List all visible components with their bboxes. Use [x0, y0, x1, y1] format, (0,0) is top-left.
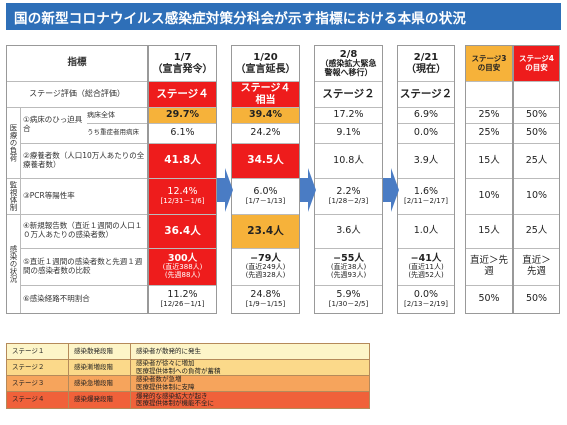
- group-infection: 感染の状況: [9, 244, 18, 283]
- unknown-route-value: 5.9% [1/30－2/5]: [328, 289, 369, 308]
- patients-value: 10.8人: [333, 154, 364, 166]
- legend-desc: 感染者が散発的に発生: [136, 346, 201, 355]
- ratio-value: −79人 (直近249人) (先週328人): [245, 252, 286, 280]
- unknown-route-value: 0.0% [2/13－2/19]: [404, 289, 448, 308]
- patients-target: 15人: [478, 154, 500, 166]
- page-title: 国の新型コロナウイルス感染症対策分科会が示す指標における本県の状況: [6, 3, 561, 30]
- legend-desc: 爆発的な感染拡大が起き 医療提供体制が機能不全に: [136, 391, 214, 407]
- legend-stage: ステージ１: [7, 344, 69, 359]
- bed-all-value: 6.9%: [413, 109, 439, 121]
- ratio-target: 直近＞先週: [522, 255, 551, 277]
- column-header: 1/7 （宣言発令）: [152, 52, 213, 75]
- legend-desc: 感染者数が急増 医療提供体制に支障: [136, 375, 195, 391]
- column-header: 2/8 （感染拡大緊急 警報へ移行）: [320, 48, 377, 78]
- column-header: 1/20 （宣言延長）: [235, 52, 296, 75]
- legend-stage: ステージ３: [7, 376, 69, 391]
- column-stage4-target: ステージ4 の目安 50% 50% 25人 10% 25人 直近＞先週 50%: [513, 45, 560, 314]
- bed-severe-target: 25%: [478, 127, 500, 139]
- pcr-target: 10%: [478, 190, 500, 202]
- bed-all-value: 29.7%: [149, 108, 216, 123]
- column-feb21: 2/21 （現在） ステージ２ 6.9% 0.0% 3.9人 1.6% [2/11－…: [397, 45, 455, 314]
- column-jan20: 1/20 （宣言延長） ステージ４ 相当 39.4% 24.2% 34.5人 6.0…: [231, 45, 300, 314]
- stage-eval-label: ステージ評価（総合評価）: [29, 89, 125, 99]
- bed-all-value: 17.2%: [333, 109, 364, 121]
- legend-phase: 感染急増段階: [69, 376, 131, 391]
- bed-severe-value: 24.2%: [250, 127, 281, 139]
- unknown-route-value: 11.2% [12/26－1/1]: [160, 289, 205, 308]
- new-cases-value: 23.4人: [232, 215, 299, 248]
- bed-all-value: 39.4%: [232, 108, 299, 123]
- new-cases-target: 15人: [478, 225, 500, 237]
- bed-label: ①病床のひっ迫具合: [23, 115, 83, 133]
- group-medical: 医療の負荷: [9, 123, 18, 162]
- pcr-value: 2.2% [1/28－2/3]: [328, 186, 369, 205]
- legend-stage: ステージ４: [7, 392, 69, 408]
- bed-severe-value: 0.0%: [413, 127, 439, 139]
- pcr-value: 12.4% [12/31－1/6]: [149, 179, 216, 214]
- indicator-header: 指標: [67, 57, 87, 69]
- new-cases-value: 1.0人: [413, 225, 439, 237]
- legend-desc: 感染者が徐々に増加 医療提供体制への負荷が蓄積: [136, 359, 221, 375]
- stage-value: ステージ２: [399, 87, 453, 100]
- bed-all-label: 病床全体: [87, 110, 115, 119]
- column-header: 2/21 （現在）: [406, 52, 446, 75]
- new-cases-value: 36.4人: [149, 215, 216, 248]
- ratio-label: ⑤直近１週間の感染者数と先週１週間の感染者数の比較: [23, 256, 143, 275]
- legend-row: ステージ１ 感染散発段階 感染者が散発的に発生: [6, 343, 370, 359]
- pcr-label: ③PCR等陽性率: [23, 190, 75, 200]
- bed-all-target: 50%: [525, 109, 548, 121]
- unknown-route-value: 24.8% [1/9－1/15]: [245, 289, 286, 308]
- arrow-right-icon: [217, 168, 233, 212]
- legend-row: ステージ４ 感染爆発段階 爆発的な感染拡大が起き 医療提供体制が機能不全に: [6, 391, 370, 409]
- unknown-route-label: ⑥感染経路不明割合: [23, 293, 90, 303]
- legend-phase: 感染漸増段階: [69, 360, 131, 375]
- bed-severe-value: 6.1%: [170, 127, 195, 139]
- new-cases-target: 25人: [525, 225, 548, 237]
- indicator-labels: 指標 ステージ評価（総合評価） 医療の負荷 監視体制 感染の状況 ①病床のひっ迫…: [6, 45, 148, 314]
- patients-label: ②療養者数（人口10万人あたりの全療養者数）: [23, 150, 145, 169]
- bed-all-target: 25%: [478, 109, 500, 121]
- ratio-value: −55人 (直近38人) (先週93人): [330, 252, 367, 280]
- arrow-right-icon: [383, 168, 399, 212]
- stage-value: ステージ４ 相当: [232, 82, 299, 107]
- bed-severe-label: うち重症者用病床: [87, 128, 139, 137]
- new-cases-label: ④新規報告数（直近１週間の人口１０万人あたりの感染者数）: [23, 221, 143, 239]
- legend-phase: 感染爆発段階: [69, 392, 131, 408]
- new-cases-value: 3.6人: [336, 225, 361, 237]
- column-feb8: 2/8 （感染拡大緊急 警報へ移行） ステージ２ 17.2% 9.1% 10.8人 …: [314, 45, 383, 314]
- legend-row: ステージ３ 感染急増段階 感染者数が急増 医療提供体制に支障: [6, 375, 370, 391]
- patients-target: 25人: [525, 154, 548, 166]
- legend-stage: ステージ２: [7, 360, 69, 375]
- stage-value: ステージ２: [322, 87, 375, 100]
- stage-legend: ステージ１ 感染散発段階 感染者が散発的に発生 ステージ２ 感染漸増段階 感染者…: [6, 343, 370, 409]
- patients-value: 34.5人: [232, 144, 299, 178]
- legend-row: ステージ２ 感染漸増段階 感染者が徐々に増加 医療提供体制への負荷が蓄積: [6, 359, 370, 375]
- arrow-right-icon: [300, 168, 316, 212]
- column-jan7: 1/7 （宣言発令） ステージ４ 29.7% 6.1% 41.8人 12.4% [1…: [148, 45, 217, 314]
- ratio-value: 300人 (直近388人) (先週88人): [149, 249, 216, 285]
- pcr-value: 1.6% [2/11－2/17]: [404, 186, 448, 205]
- unknown-route-target: 50%: [478, 293, 500, 305]
- pcr-value: 6.0% [1/7－1/13]: [245, 186, 286, 205]
- ratio-target: 直近＞先週: [470, 255, 509, 277]
- bed-severe-value: 9.1%: [336, 127, 361, 139]
- column-stage3-target: ステージ3 の目安 25% 25% 15人 10% 15人 直近＞先週 50%: [465, 45, 513, 314]
- stage-value: ステージ４: [149, 82, 216, 107]
- column-header: ステージ3 の目安: [466, 46, 512, 81]
- column-header: ステージ4 の目安: [514, 46, 559, 81]
- pcr-target: 10%: [525, 190, 548, 202]
- patients-value: 41.8人: [149, 144, 216, 178]
- group-monitor: 監視体制: [9, 181, 18, 211]
- indicator-board: 指標 ステージ評価（総合評価） 医療の負荷 監視体制 感染の状況 ①病床のひっ迫…: [6, 45, 560, 315]
- legend-phase: 感染散発段階: [69, 344, 131, 359]
- patients-value: 3.9人: [413, 154, 439, 166]
- bed-severe-target: 50%: [525, 127, 548, 139]
- ratio-value: −41人 (直近11人) (先週52人): [408, 252, 444, 280]
- unknown-route-target: 50%: [525, 293, 548, 305]
